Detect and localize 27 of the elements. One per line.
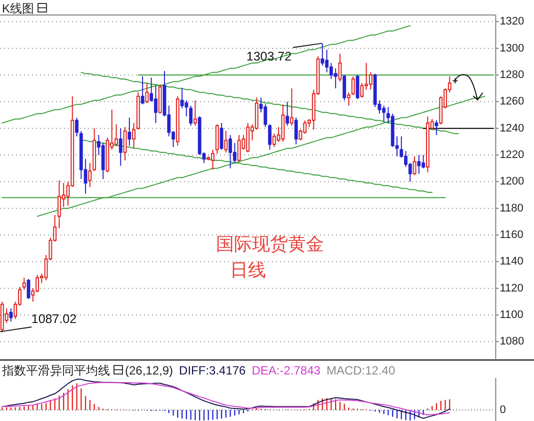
y-tick-label: 1220 [500, 149, 524, 161]
annotation: 1087.02 [31, 312, 77, 326]
series-label: DIFF:3.4176 [179, 364, 246, 378]
annotation: 日线 [230, 260, 266, 280]
text: MACD:12.40 [326, 364, 396, 378]
chart-subtitle: (26,12,9) [125, 364, 174, 378]
y-tick-label: 1080 [500, 336, 524, 348]
candlestick [118, 128, 122, 166]
annotation: 国际现货黄金 [216, 234, 324, 254]
y-tick-label: 1240 [500, 122, 524, 134]
y-tick-label: 1100 [500, 309, 524, 321]
y-tick-label: 1200 [500, 176, 524, 188]
y-tick-label: 1160 [500, 229, 524, 241]
y-tick-label: 1120 [500, 282, 524, 294]
y-tick-label: 1300 [500, 42, 524, 54]
y-tick-label: 1260 [500, 96, 524, 108]
candlestick [180, 88, 184, 109]
candlestick [294, 117, 298, 145]
chart-title: K线图 [2, 1, 34, 16]
y-tick-label: 1180 [500, 202, 524, 214]
text: DEA:-2.7843 [252, 364, 321, 378]
y-tick-label: 1280 [500, 69, 524, 81]
y-tick-label: 1140 [500, 256, 524, 268]
ref-line-label: 0 [500, 404, 506, 416]
y-tick-label: 1320 [500, 16, 524, 28]
candlestick [224, 130, 228, 153]
chart-title: 指数平滑异同平均线 [1, 364, 110, 378]
